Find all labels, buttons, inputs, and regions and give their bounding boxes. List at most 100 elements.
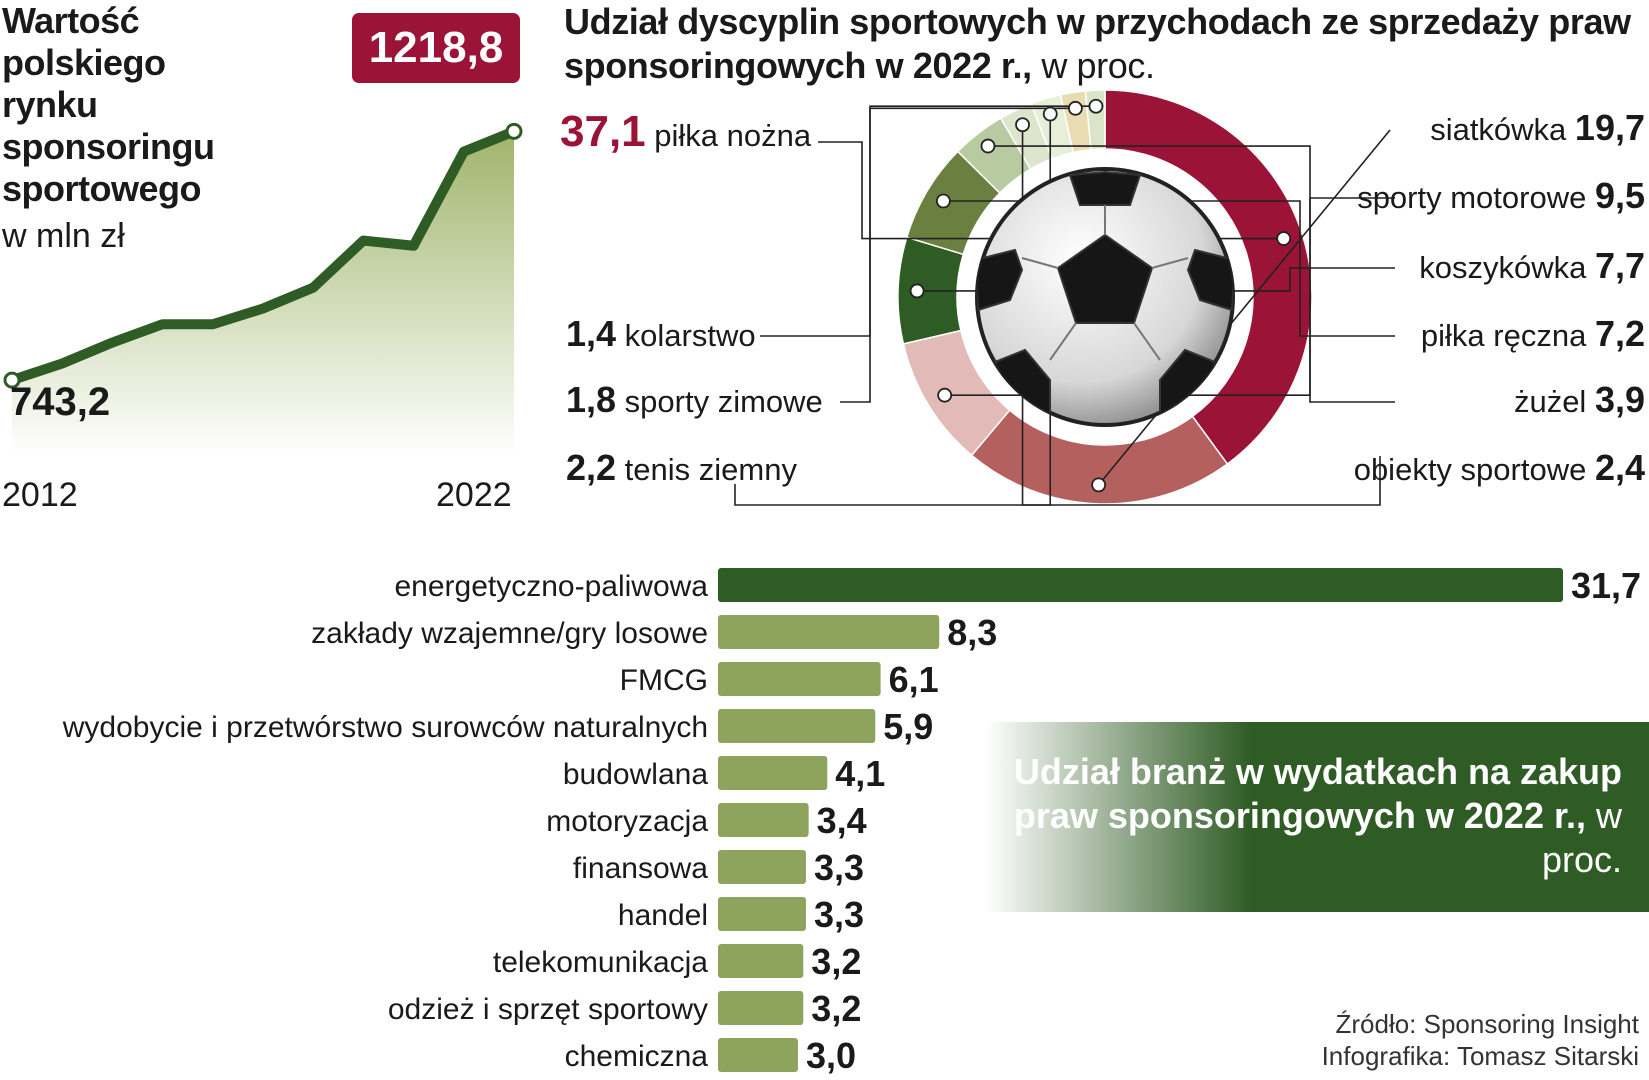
bar-7 xyxy=(718,897,806,931)
bar-2 xyxy=(718,662,881,696)
bar-category-label-9: odzież i sprzęt sportowy xyxy=(388,993,708,1026)
donut-anchor-7 xyxy=(1042,106,1058,122)
donut-slice-0 xyxy=(1104,89,1313,466)
donut-category-label-9: kolarstwo xyxy=(624,318,756,353)
bar-category-label-0: energetyczno-paliwowa xyxy=(394,570,708,603)
donut-label-9: 1,4 kolarstwo xyxy=(566,316,756,354)
donut-category-label-3: koszykówka xyxy=(1419,250,1587,285)
donut-label-3: koszykówka 7,7 xyxy=(1419,248,1645,286)
bar-value-label-8: 3,2 xyxy=(811,941,861,982)
donut-category-label-8: sporty zimowe xyxy=(624,384,823,419)
line-chart xyxy=(3,122,523,455)
bar-value-label-0: 31,7 xyxy=(1571,565,1641,606)
line-chart-series-line xyxy=(7,126,519,386)
bar-value-label-2: 6,1 xyxy=(889,659,939,700)
bar-category-label-5: motoryzacja xyxy=(546,805,708,838)
bar-3 xyxy=(718,709,876,743)
bar-category-label-3: wydobycie i przetwórstwo surowców natura… xyxy=(62,711,708,744)
donut-label-8: 1,8 sporty zimowe xyxy=(566,382,823,420)
line-chart-title: Wartość polskiego rynku sponsoringu spor… xyxy=(2,0,215,209)
line-chart-unit: w mln zł xyxy=(2,217,125,255)
line-chart-point-2012 xyxy=(3,371,21,389)
donut-label-1: siatkówka 19,7 xyxy=(1430,110,1645,148)
line-chart-area xyxy=(12,131,514,455)
bar-value-label-5: 3,4 xyxy=(817,800,867,841)
bar-9 xyxy=(718,991,804,1025)
bar-value-label-3: 5,9 xyxy=(883,706,933,747)
donut-title-unit: w proc. xyxy=(1031,45,1155,86)
donut-anchor-4 xyxy=(935,193,951,209)
bar-category-label-2: FMCG xyxy=(620,664,708,697)
bar-4 xyxy=(718,756,828,790)
bar-6 xyxy=(718,850,806,884)
donut-value-label-6: 2,4 xyxy=(1594,447,1645,488)
peak-value-badge: 1218,8 xyxy=(352,13,520,83)
bar-value-label-1: 8,3 xyxy=(947,612,997,653)
donut-anchor-3 xyxy=(909,283,925,299)
bar-value-label-10: 3,0 xyxy=(806,1035,856,1076)
donut-label-4: piłka ręczna 7,2 xyxy=(1421,316,1645,354)
donut-anchor-2 xyxy=(937,387,953,403)
donut-value-label-1: 19,7 xyxy=(1574,107,1645,148)
donut-anchor-5 xyxy=(980,138,996,154)
donut-label-5: żużel 3,9 xyxy=(1514,382,1645,420)
donut-value-label-0: 37,1 xyxy=(560,107,646,156)
bar-value-label-9: 3,2 xyxy=(811,988,861,1029)
start-value-label: 743,2 xyxy=(10,380,111,424)
bar-10 xyxy=(718,1038,798,1072)
bar-0 xyxy=(718,568,1563,602)
donut-category-label-0: piłka nożna xyxy=(654,118,812,153)
donut-category-label-5: żużel xyxy=(1513,384,1587,419)
bar-value-label-7: 3,3 xyxy=(814,894,864,935)
bar-8 xyxy=(718,944,804,978)
bar-value-label-6: 3,3 xyxy=(814,847,864,888)
x-tick-end-year: 2022 xyxy=(436,476,512,514)
donut-leader-5 xyxy=(987,145,1395,403)
credits: Źródło: Sponsoring Insight Infografika: … xyxy=(1322,1008,1639,1072)
donut-category-label-4: piłka ręczna xyxy=(1420,318,1587,353)
bar-5 xyxy=(718,803,809,837)
bar-chart-title-box xyxy=(985,722,1649,912)
bar-category-label-6: finansowa xyxy=(573,852,708,885)
donut-leader-9 xyxy=(760,105,1096,337)
bar-category-label-10: chemiczna xyxy=(565,1040,709,1073)
author-credit: Infografika: Tomasz Sitarski xyxy=(1321,1041,1639,1071)
donut-value-label-8: 1,8 xyxy=(566,379,617,420)
donut-label-7: 2,2 tenis ziemny xyxy=(566,450,797,488)
donut-value-label-4: 7,2 xyxy=(1594,313,1645,354)
donut-value-label-5: 3,9 xyxy=(1594,379,1645,420)
bar-category-label-1: zakłady wzajemne/gry losowe xyxy=(311,617,708,650)
bar-category-label-4: budowlana xyxy=(563,758,708,791)
donut-anchor-8 xyxy=(1068,100,1083,116)
donut-anchor-6 xyxy=(1015,117,1030,133)
bar-category-label-8: telekomunikacja xyxy=(493,946,708,979)
donut-chart-title: Udział dyscyplin sportowych w przychodac… xyxy=(564,0,1649,88)
donut-category-label-6: obiekty sportowe xyxy=(1353,452,1587,487)
donut-category-label-2: sporty motorowe xyxy=(1357,180,1587,215)
soccer-ball-icon xyxy=(975,167,1235,427)
bar-title-main: Udział branż w wydatkach na zakup praw s… xyxy=(1013,751,1622,836)
donut-value-label-2: 9,5 xyxy=(1594,175,1645,216)
line-chart-point-2022 xyxy=(505,122,523,140)
donut-category-label-1: siatkówka xyxy=(1430,112,1567,147)
x-tick-start-year: 2012 xyxy=(2,476,78,514)
donut-category-label-7: tenis ziemny xyxy=(624,452,797,487)
bar-value-label-4: 4,1 xyxy=(835,753,885,794)
donut-anchor-0 xyxy=(1276,231,1292,246)
source-credit: Źródło: Sponsoring Insight xyxy=(1335,1009,1639,1039)
donut-value-label-9: 1,4 xyxy=(566,313,617,354)
donut-anchor-9 xyxy=(1088,98,1104,114)
bar-title-unit: w proc. xyxy=(1541,795,1622,880)
donut-label-0: 37,1 piłka nożna xyxy=(560,110,812,154)
donut-value-label-7: 2,2 xyxy=(566,447,617,488)
donut-chart xyxy=(734,89,1395,506)
donut-anchor-1 xyxy=(1091,477,1107,493)
bar-category-label-7: handel xyxy=(618,899,708,932)
bar-1 xyxy=(718,615,940,649)
donut-label-6: obiekty sportowe 2,4 xyxy=(1354,450,1645,488)
donut-label-2: sporty motorowe 9,5 xyxy=(1357,178,1645,216)
donut-leader-1 xyxy=(1098,129,1391,486)
donut-value-label-3: 7,7 xyxy=(1594,245,1645,286)
bar-chart-title: Udział branż w wydatkach na zakup praw s… xyxy=(1002,750,1622,882)
donut-title-main: Udział dyscyplin sportowych w przychodac… xyxy=(564,1,1631,86)
